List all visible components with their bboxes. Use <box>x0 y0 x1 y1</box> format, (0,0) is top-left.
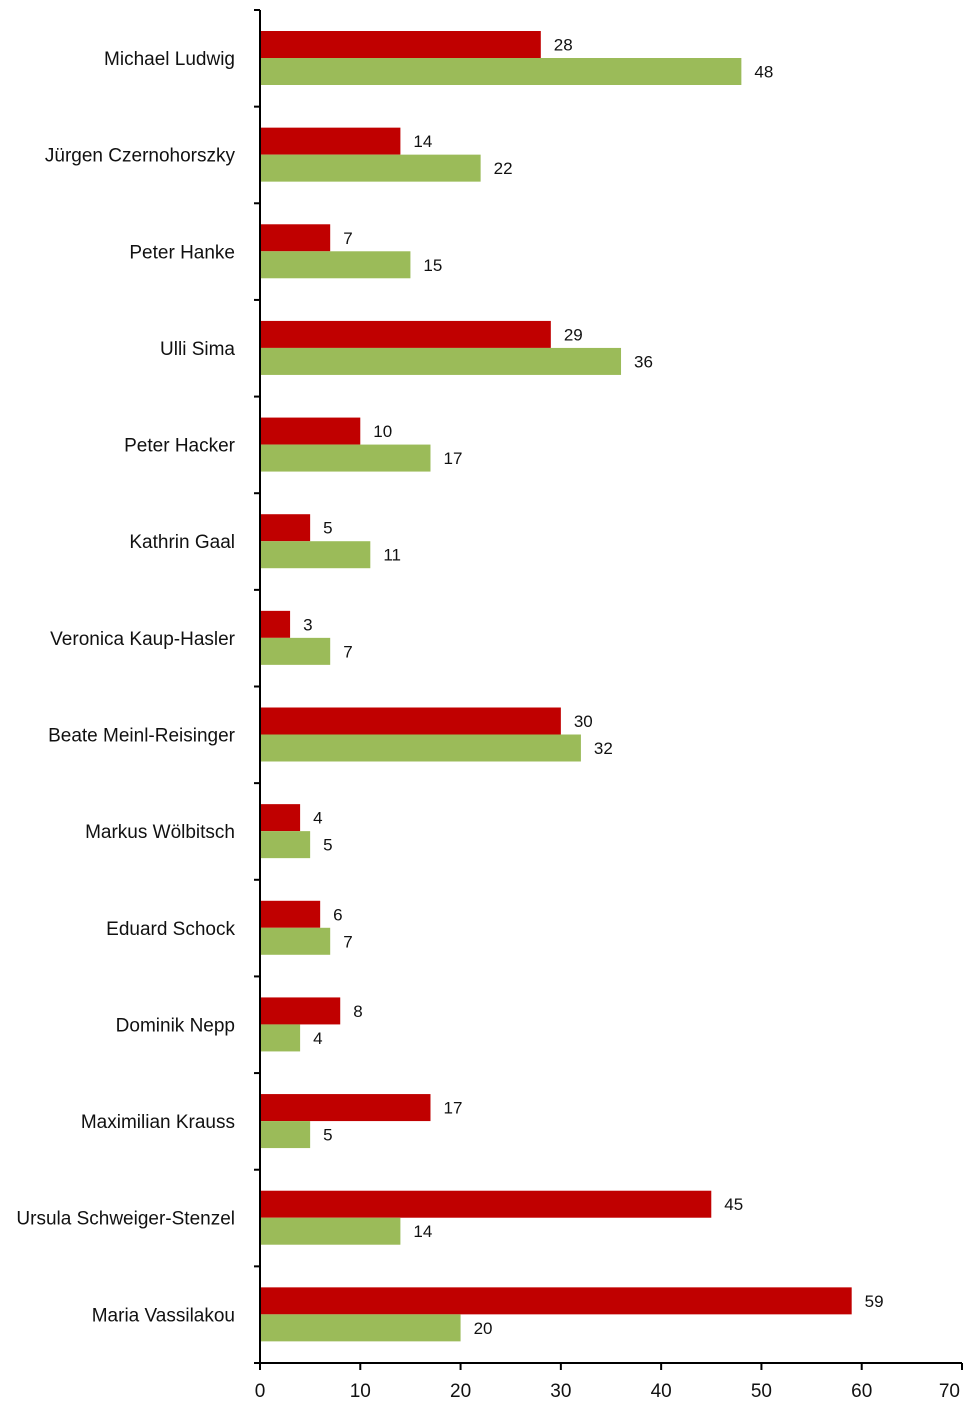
x-tick-label-7: 70 <box>939 1381 960 1402</box>
bar-red-4 <box>260 417 361 445</box>
bar-red-5 <box>260 514 311 542</box>
bar-green-3 <box>260 347 622 375</box>
data-label-red-10: 8 <box>353 1002 362 1021</box>
data-label-green-2: 15 <box>423 256 442 275</box>
x-axis-ticks-group <box>259 1363 963 1370</box>
y-axis-ticks-group <box>254 9 260 1364</box>
data-label-red-13: 59 <box>865 1292 884 1311</box>
category-label-9: Eduard Schock <box>106 919 235 940</box>
x-tick-labels-group: 0 10 20 30 40 50 60 70 <box>255 1381 960 1402</box>
data-label-red-11: 17 <box>443 1099 462 1118</box>
data-label-red-0: 28 <box>554 36 573 55</box>
data-label-green-3: 36 <box>634 352 653 371</box>
bar-green-4 <box>260 444 431 472</box>
bar-green-9 <box>260 927 331 955</box>
category-label-7: Beate Meinl-Reisinger <box>48 726 236 747</box>
category-label-12: Ursula Schweiger-Stenzel <box>16 1209 235 1230</box>
bar-green-11 <box>260 1121 311 1149</box>
data-label-green-6: 7 <box>343 642 352 661</box>
bar-green-6 <box>260 637 331 665</box>
data-label-red-4: 10 <box>373 422 392 441</box>
data-labels-group: 2848142271529361017511373032456784175451… <box>303 36 884 1338</box>
data-label-green-4: 17 <box>443 449 462 468</box>
data-label-red-8: 4 <box>313 809 322 828</box>
data-label-red-9: 6 <box>333 905 342 924</box>
bar-red-11 <box>260 1094 431 1122</box>
category-label-6: Veronica Kaup-Hasler <box>50 629 235 650</box>
bar-red-7 <box>260 707 561 735</box>
data-label-green-7: 32 <box>594 739 613 758</box>
x-tick-label-5: 50 <box>751 1381 772 1402</box>
category-label-3: Ulli Sima <box>160 339 235 360</box>
category-label-2: Peter Hanke <box>129 242 235 263</box>
bar-green-2 <box>260 251 411 279</box>
category-label-10: Dominik Nepp <box>116 1015 235 1036</box>
data-label-green-9: 7 <box>343 932 352 951</box>
data-label-green-12: 14 <box>413 1222 432 1241</box>
bar-red-12 <box>260 1190 712 1218</box>
bar-green-10 <box>260 1024 301 1052</box>
data-label-red-7: 30 <box>574 712 593 731</box>
data-label-green-11: 5 <box>323 1126 332 1145</box>
data-label-green-10: 4 <box>313 1029 322 1048</box>
bar-green-7 <box>260 734 581 762</box>
bar-red-3 <box>260 320 551 348</box>
bar-green-5 <box>260 541 371 569</box>
category-label-8: Markus Wölbitsch <box>85 822 235 843</box>
bar-red-2 <box>260 224 331 252</box>
data-label-red-3: 29 <box>564 325 583 344</box>
data-label-red-2: 7 <box>343 229 352 248</box>
category-label-11: Maximilian Krauss <box>81 1112 235 1133</box>
bar-red-6 <box>260 610 291 638</box>
x-tick-label-6: 60 <box>851 1381 872 1402</box>
bar-red-13 <box>260 1287 852 1315</box>
category-label-4: Peter Hacker <box>124 436 236 457</box>
data-label-green-13: 20 <box>474 1319 493 1338</box>
bar-green-1 <box>260 154 481 182</box>
bar-red-8 <box>260 804 301 832</box>
data-label-green-8: 5 <box>323 836 332 855</box>
category-label-13: Maria Vassilakou <box>92 1305 235 1326</box>
x-tick-label-2: 20 <box>450 1381 471 1402</box>
data-label-red-1: 14 <box>413 132 432 151</box>
x-tick-label-4: 40 <box>651 1381 672 1402</box>
bars-group <box>260 31 852 1342</box>
x-tick-label-3: 30 <box>550 1381 571 1402</box>
data-label-red-5: 5 <box>323 519 332 538</box>
bar-red-10 <box>260 997 341 1025</box>
category-label-0: Michael Ludwig <box>104 49 235 70</box>
bar-green-12 <box>260 1217 401 1245</box>
data-label-green-0: 48 <box>754 63 773 82</box>
x-tick-label-1: 10 <box>350 1381 371 1402</box>
data-label-green-1: 22 <box>494 159 513 178</box>
category-label-5: Kathrin Gaal <box>129 532 235 553</box>
bar-red-1 <box>260 127 401 155</box>
data-label-red-6: 3 <box>303 615 312 634</box>
category-label-1: Jürgen Czernohorszky <box>45 146 236 167</box>
x-tick-label-0: 0 <box>255 1381 266 1402</box>
bar-green-8 <box>260 831 311 859</box>
category-labels-group: Michael Ludwig Jürgen Czernohorszky Peter … <box>16 49 235 1326</box>
bar-green-13 <box>260 1314 461 1342</box>
data-label-green-5: 11 <box>383 546 401 565</box>
bar-green-0 <box>260 58 742 85</box>
bar-red-0 <box>260 31 541 58</box>
bar-red-9 <box>260 900 321 928</box>
data-label-red-12: 45 <box>724 1195 743 1214</box>
